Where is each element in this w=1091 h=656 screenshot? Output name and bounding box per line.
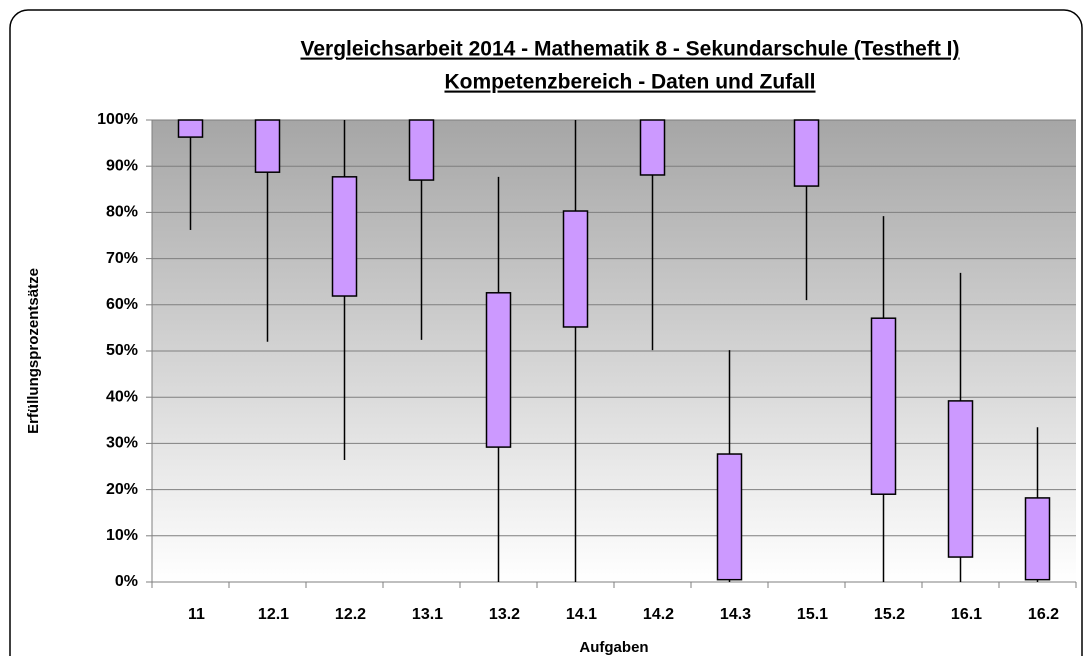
y-tick-label: 10%: [106, 527, 138, 544]
x-tick-label: 14.3: [720, 606, 751, 623]
y-tick-label: 70%: [106, 250, 138, 267]
box: [793, 119, 820, 187]
box: [331, 176, 358, 297]
box: [177, 119, 204, 138]
x-tick-label: 12.1: [258, 606, 289, 623]
x-tick-label: 12.2: [335, 606, 366, 623]
y-tick-label: 60%: [106, 296, 138, 313]
y-tick-label: 90%: [106, 157, 138, 174]
x-tick-label: 16.2: [1028, 606, 1059, 623]
x-tick-label: 13.2: [489, 606, 520, 623]
x-tick-label: 11: [188, 606, 205, 623]
x-tick-label: 14.2: [643, 606, 674, 623]
x-axis-label: Aufgaben: [579, 639, 648, 656]
x-tick-label: 15.2: [874, 606, 905, 623]
x-tick-label: 13.1: [412, 606, 443, 623]
box: [485, 292, 512, 448]
box: [947, 400, 974, 558]
box: [562, 210, 589, 328]
y-tick-label: 40%: [106, 388, 138, 405]
box: [639, 119, 666, 176]
box: [408, 119, 435, 181]
x-tick-label: 15.1: [797, 606, 828, 623]
y-axis-label: Erfüllungsprozentsätze: [25, 268, 42, 434]
y-tick-label: 0%: [115, 573, 138, 590]
y-tick-label: 100%: [97, 111, 138, 128]
box: [254, 119, 281, 173]
y-tick-label: 20%: [106, 481, 138, 498]
x-tick-label: 14.1: [566, 606, 597, 623]
chart-subtitle: Kompetenzbereich - Daten und Zufall: [444, 71, 815, 94]
y-tick-label: 80%: [106, 204, 138, 221]
y-tick-label: 50%: [106, 342, 138, 359]
box: [716, 453, 743, 581]
box: [1024, 497, 1051, 581]
chart-title: Vergleichsarbeit 2014 - Mathematik 8 - S…: [301, 38, 960, 61]
box: [870, 317, 897, 495]
x-tick-label: 16.1: [951, 606, 982, 623]
y-tick-label: 30%: [106, 435, 138, 452]
